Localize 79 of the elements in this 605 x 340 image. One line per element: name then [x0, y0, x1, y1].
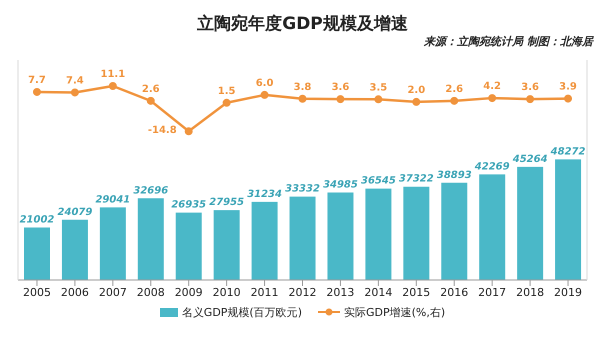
x-tick-label: 2010	[212, 286, 241, 299]
chart-title: 立陶宛年度GDP规模及增速	[196, 13, 409, 34]
point	[488, 94, 496, 102]
data-label: 21002	[20, 214, 54, 226]
point	[412, 98, 420, 106]
data-label: 24079	[58, 206, 92, 218]
data-label: 3.5	[370, 82, 388, 94]
point	[298, 94, 306, 103]
data-label: 2.0	[407, 84, 426, 96]
data-label: 33332	[285, 184, 320, 195]
x-tick-label: 2015	[402, 286, 430, 299]
data-label: 11.1	[100, 69, 126, 80]
point	[108, 82, 117, 90]
data-label: 29041	[95, 194, 130, 206]
x-tick-label: 2017	[478, 286, 506, 299]
x-tick-label: 2018	[516, 286, 544, 299]
data-label: 3.9	[559, 82, 577, 93]
x-tick-label: 2009	[174, 286, 203, 299]
x-tick-label: 2006	[60, 286, 89, 299]
data-label: 34985	[323, 180, 358, 191]
bar	[441, 182, 468, 280]
data-label: 27955	[209, 197, 244, 208]
data-label: 1.5	[218, 86, 236, 97]
data-label: 31234	[247, 188, 282, 200]
point	[70, 88, 79, 96]
bar	[327, 192, 354, 280]
x-tick-label: 2016	[440, 286, 468, 299]
bar	[138, 198, 164, 280]
data-label: 3.8	[294, 82, 312, 93]
legend-label: 实际GDP增速(%,右)	[344, 304, 446, 320]
chart-subtitle: 来源：立陶宛统计局 制图：北海居	[422, 34, 595, 50]
bar	[214, 210, 240, 280]
data-label: 7.7	[28, 74, 46, 86]
data-label: 3.6	[521, 82, 539, 94]
data-label: 3.6	[332, 82, 350, 94]
data-label: 2.6	[142, 84, 160, 95]
x-tick-label: 2005	[22, 286, 51, 299]
bar	[290, 196, 316, 280]
data-label: 45264	[512, 154, 548, 165]
x-tick-label: 2014	[364, 286, 392, 299]
data-label: 7.4	[66, 75, 84, 86]
data-label: 32696	[133, 185, 168, 196]
bar	[24, 227, 50, 280]
legend-label: 名义GDP规模(百万欧元)	[182, 304, 302, 320]
point	[564, 94, 572, 103]
data-label: 38893	[436, 170, 472, 181]
bar	[62, 220, 88, 280]
data-label: 42269	[474, 161, 510, 172]
point	[260, 90, 269, 99]
point	[336, 95, 344, 104]
x-tick-label: 2007	[98, 286, 127, 299]
data-label: 37322	[398, 174, 434, 185]
data-label: 26935	[171, 200, 206, 211]
bar	[517, 166, 544, 280]
point	[222, 98, 231, 107]
x-tick-label: 2019	[554, 286, 582, 299]
bar	[365, 188, 392, 280]
x-tick-label: 2011	[250, 286, 279, 299]
data-label: -14.8	[148, 125, 177, 136]
x-tick-label: 2008	[136, 286, 165, 299]
point	[146, 96, 155, 105]
data-label: 2.6	[445, 84, 464, 95]
point	[184, 127, 193, 136]
x-tick-label: 2013	[326, 286, 354, 299]
x-tick-label: 2012	[288, 286, 316, 299]
bar	[555, 159, 582, 280]
bar	[403, 186, 430, 280]
data-label: 6.0	[256, 78, 274, 89]
point	[450, 96, 458, 105]
bar	[252, 202, 278, 280]
data-label: 36545	[361, 176, 396, 187]
bar	[100, 207, 126, 280]
bar	[479, 174, 506, 280]
point	[32, 88, 41, 96]
data-label: 48272	[550, 146, 586, 158]
point	[374, 95, 382, 104]
bar	[176, 212, 202, 280]
data-label: 4.2	[483, 81, 502, 92]
point	[526, 95, 534, 104]
